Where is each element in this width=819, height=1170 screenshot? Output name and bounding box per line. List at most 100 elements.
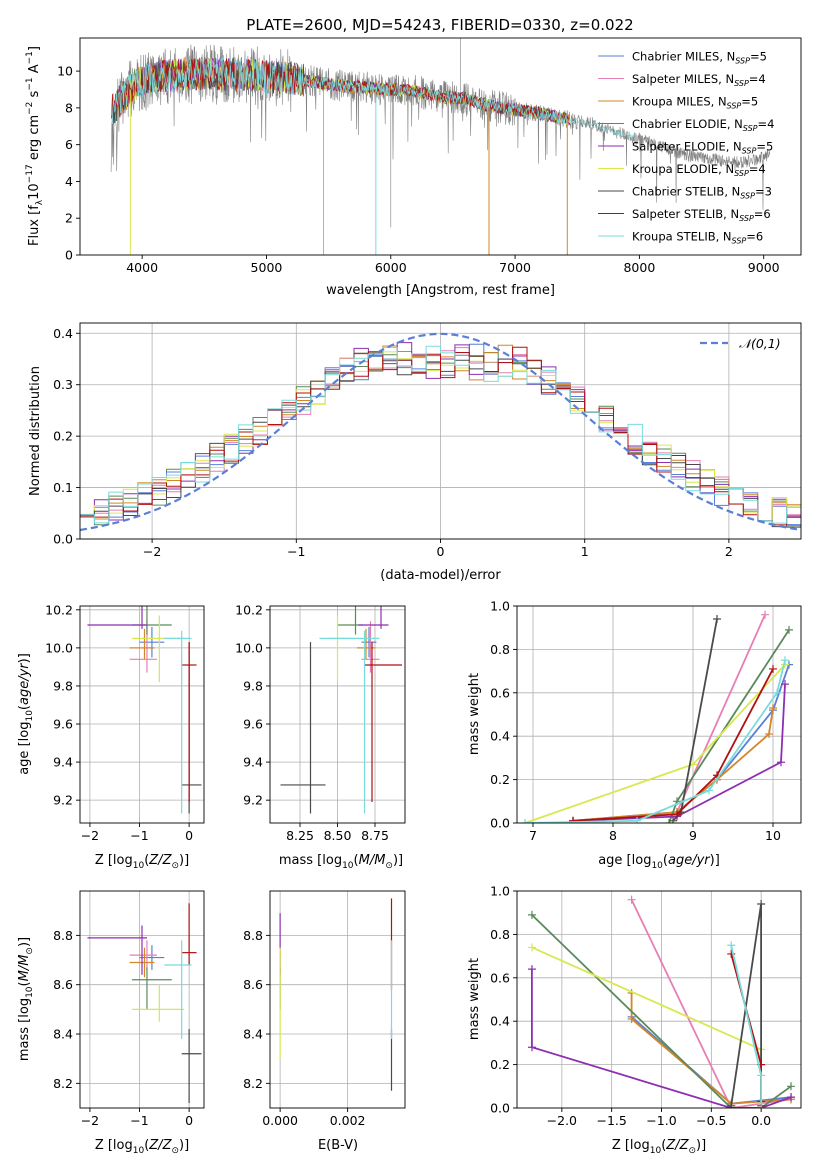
y-tick-label: 0.3 <box>53 377 73 392</box>
model-spectrum-salpeter-stelib <box>111 57 571 126</box>
point-salpeter-elodie <box>358 606 389 629</box>
x-axis-label: Z [log10(Z/Z⊙)] <box>95 853 189 871</box>
data-point-marker <box>527 910 536 919</box>
data-point-marker <box>781 680 789 689</box>
y-tick-label: 9.8 <box>243 678 263 693</box>
chart-mass-vs-z: −2 −1 0 8.2 8.4 8.6 8.8 Z [log10(Z/Z⊙)] mass [lo… <box>17 890 205 1156</box>
y-tick-label: 1.0 <box>490 599 510 614</box>
point-salpeter-elodie <box>87 606 147 629</box>
plot-area <box>80 332 801 532</box>
axes-frame <box>79 890 205 1109</box>
y-tick-label: 9.2 <box>53 793 73 808</box>
data-point-marker <box>777 758 785 767</box>
y-tick-label: 6 <box>65 137 73 152</box>
x-tick-label: −1.5 <box>596 1113 626 1128</box>
x-axis-label: age [log10(age/yr)] <box>598 853 720 871</box>
point-chabrier-stelib <box>181 1029 202 1104</box>
x-tick-label: 8.50 <box>324 828 352 843</box>
y-tick-label: 9.6 <box>53 717 73 732</box>
x-tick-label: 0 <box>185 828 193 843</box>
point-chabrier-elodie <box>132 967 172 1010</box>
y-tick-label: 0 <box>65 248 73 263</box>
chart-spectrum: 4000 5000 6000 7000 8000 9000 0 2 4 6 8 10 wavelengt… <box>25 37 802 298</box>
y-tick-label: 0.2 <box>53 429 73 444</box>
y-axis-label: mass [log10(M/M⊙)] <box>17 937 35 1061</box>
y-tick-label: 8.4 <box>53 1027 73 1042</box>
series-kroupa-elodie <box>527 943 766 1108</box>
legend-entry-normal: 𝒩(0,1) <box>739 336 781 351</box>
x-tick-label: −1 <box>130 828 148 843</box>
chart-residuals: −2 −1 0 1 2 0.0 0.1 0.2 0.3 0.4 (data-model)/error… <box>28 322 802 583</box>
y-tick-label: 10.2 <box>235 602 263 617</box>
plot-area <box>87 903 202 1104</box>
histogram-kroupa-stelib <box>80 345 801 524</box>
y-tick-label: 8.4 <box>243 1027 263 1042</box>
series-line <box>572 664 790 822</box>
chart-mass-vs-ebv: 0.000 0.002 8.2 8.4 8.6 8.8 E(B-V) <box>243 890 406 1153</box>
data-point-marker <box>781 656 789 665</box>
data-point-marker <box>765 730 773 739</box>
point-chabrier-elodie <box>337 606 363 635</box>
point-kroupa-stelib <box>164 940 192 1039</box>
point-salpeter-stelib <box>181 903 197 965</box>
data-point-marker <box>521 819 529 823</box>
x-axis-label: Z [log10(Z/Z⊙)] <box>612 1138 706 1156</box>
y-axis-label: Flux [fλ10−17 erg cm−2 s−1 A−1] <box>25 46 45 246</box>
legend: Chabrier MILES, NSSP=5 Salpeter MILES, NS… <box>598 50 774 246</box>
y-tick-label: 4 <box>65 174 73 189</box>
y-tick-label: 8.8 <box>53 928 73 943</box>
y-axis-label: mass weight <box>467 673 482 755</box>
x-tick-label: 7 <box>529 828 537 843</box>
series-line <box>524 660 786 823</box>
x-tick-label: 5000 <box>251 260 283 275</box>
plot-area <box>527 895 796 1108</box>
data-point-marker <box>757 1099 766 1108</box>
data-point-marker <box>787 1093 796 1102</box>
y-tick-label: 2 <box>65 211 73 226</box>
y-tick-label: 0.4 <box>490 1014 510 1029</box>
series-line <box>531 969 792 1108</box>
y-axis-label: Normed distribution <box>28 366 43 496</box>
y-tick-label: 8.8 <box>243 928 263 943</box>
point-kroupa-stelib <box>164 630 192 814</box>
data-point-marker <box>769 664 777 673</box>
x-tick-label: −2.0 <box>547 1113 577 1128</box>
y-tick-label: 10.0 <box>235 640 263 655</box>
y-tick-label: 8.2 <box>243 1076 263 1091</box>
x-tick-label: −1 <box>287 544 305 559</box>
x-tick-label: 8.75 <box>361 828 389 843</box>
x-tick-label: −0.5 <box>696 1113 726 1128</box>
x-tick-label: 7000 <box>499 260 531 275</box>
x-tick-label: 8 <box>609 828 617 843</box>
data-point-marker <box>527 965 536 974</box>
x-tick-label: 0 <box>437 544 445 559</box>
legend-entry-kroupa-stelib: Kroupa STELIB, NSSP=6 <box>632 230 763 246</box>
x-tick-label: 10 <box>765 828 781 843</box>
x-tick-label: 0.0 <box>751 1113 771 1128</box>
y-tick-label: 9.2 <box>243 793 263 808</box>
x-tick-label: 4000 <box>126 260 158 275</box>
point-chabrier-miles <box>361 626 377 658</box>
series-salpeter-stelib <box>727 949 766 1108</box>
x-tick-label: 8.25 <box>286 828 314 843</box>
legend-entry-salpeter-elodie: Salpeter ELODIE, NSSP=5 <box>632 140 773 156</box>
series-line <box>630 899 792 1108</box>
y-tick-label: 0.0 <box>490 1101 510 1116</box>
point-chabrier-miles <box>139 945 165 970</box>
point-kroupa-miles <box>129 628 155 660</box>
plot-area <box>280 606 402 814</box>
x-axis-label: wavelength [Angstrom, rest frame] <box>326 283 555 298</box>
legend-entry-salpeter-stelib: Salpeter STELIB, NSSP=6 <box>632 207 771 223</box>
series-kroupa-elodie <box>521 660 789 823</box>
plot-area <box>110 38 770 255</box>
point-kroupa-elodie <box>132 984 185 1022</box>
data-point-marker <box>627 895 636 904</box>
series-kroupa-stelib <box>727 941 766 1108</box>
point-chabrier-miles <box>139 626 165 658</box>
y-tick-label: 0.8 <box>490 642 510 657</box>
data-point-marker <box>727 941 736 950</box>
x-tick-label: −2 <box>81 1113 99 1128</box>
y-tick-label: 9.6 <box>243 717 263 732</box>
series-line <box>531 914 792 1108</box>
x-tick-label: −1.0 <box>646 1113 676 1128</box>
